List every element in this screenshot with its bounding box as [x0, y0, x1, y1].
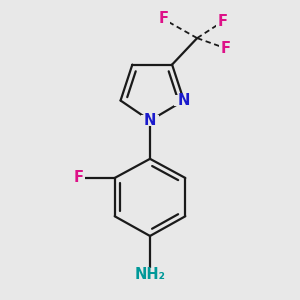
Text: F: F	[74, 170, 84, 185]
Text: F: F	[158, 11, 168, 26]
Bar	[138, 268, 162, 280]
Bar	[157, 14, 170, 24]
Text: F: F	[217, 14, 227, 29]
Bar	[220, 43, 232, 54]
Bar	[141, 115, 159, 126]
Text: N: N	[178, 93, 190, 108]
Bar	[72, 173, 85, 183]
Bar	[174, 94, 193, 106]
Text: NH₂: NH₂	[134, 267, 166, 282]
Text: F: F	[221, 41, 231, 56]
Bar	[216, 16, 229, 27]
Text: N: N	[144, 113, 156, 128]
